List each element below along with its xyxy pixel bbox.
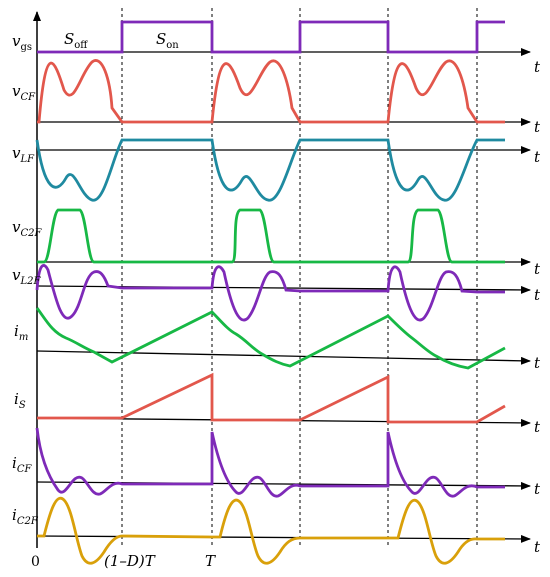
label-vcf-main: v: [12, 82, 21, 100]
tick-period-t: T: [205, 552, 216, 570]
label-vc2f: vC2F: [12, 218, 42, 239]
label-vgs: vgs: [12, 32, 32, 53]
label-is: iS: [14, 390, 26, 411]
tick-one-minus-d-t: (1–D)T: [104, 552, 156, 570]
label-vc2f-sub: C2F: [20, 228, 42, 239]
t-label-8: t: [534, 480, 541, 498]
t-label-9: t: [534, 538, 541, 556]
label-vc2f-main: v: [12, 218, 21, 236]
state-off-sub: off: [74, 40, 88, 51]
label-vlf-main: v: [12, 144, 21, 162]
t-label-2: t: [534, 118, 541, 136]
label-vgs-sub: gs: [20, 42, 32, 53]
vcf-waveform: [37, 59, 505, 124]
label-is-main: i: [14, 390, 19, 408]
im-waveform: [35, 307, 506, 370]
label-im-sub: m: [19, 332, 28, 343]
axis-im: [36, 350, 531, 365]
label-im-main: i: [14, 322, 19, 340]
state-on-sub: on: [166, 40, 179, 51]
icf-waveform: [35, 427, 505, 498]
ic2f-waveform: [37, 496, 505, 565]
tick-zero: 0: [31, 554, 40, 570]
vc2f-waveform: [37, 208, 505, 264]
label-ic2f: iC2F: [12, 506, 39, 527]
label-vgs-main: v: [12, 32, 21, 50]
label-ic2f-main: i: [12, 506, 17, 524]
t-label-4: t: [534, 260, 541, 278]
label-vlf: vLF: [12, 144, 35, 165]
state-on-label: Son: [156, 30, 179, 51]
label-icf: iCF: [12, 454, 32, 475]
label-is-sub: S: [19, 400, 26, 411]
label-icf-main: i: [12, 454, 17, 472]
label-icf-sub: CF: [17, 464, 33, 475]
horizontal-axes: [36, 48, 531, 543]
t-label-6: t: [534, 354, 541, 372]
state-off-main: S: [64, 30, 74, 48]
t-labels: t t t t t t t t t: [534, 58, 541, 556]
t-label-1: t: [534, 58, 541, 76]
vgs-waveform: [37, 20, 505, 54]
label-vcf-sub: CF: [20, 92, 36, 103]
period-markers: [121, 8, 478, 548]
t-label-5: t: [534, 286, 541, 304]
t-label-3: t: [534, 148, 541, 166]
axis-ic2f: [36, 534, 531, 543]
state-on-main: S: [156, 30, 166, 48]
t-label-7: t: [534, 418, 541, 436]
is-waveform: [37, 372, 506, 424]
label-vl2f: vL2F: [12, 266, 41, 287]
label-vcf: vCF: [12, 82, 36, 103]
state-off-label: Soff: [64, 30, 88, 51]
label-vlf-sub: LF: [19, 154, 35, 165]
label-im: im: [14, 322, 28, 343]
label-vl2f-sub: L2F: [19, 276, 41, 287]
label-ic2f-sub: C2F: [17, 516, 39, 527]
vlf-waveform: [35, 138, 505, 202]
vl2f-waveform: [35, 264, 505, 322]
label-vl2f-main: v: [12, 266, 21, 284]
